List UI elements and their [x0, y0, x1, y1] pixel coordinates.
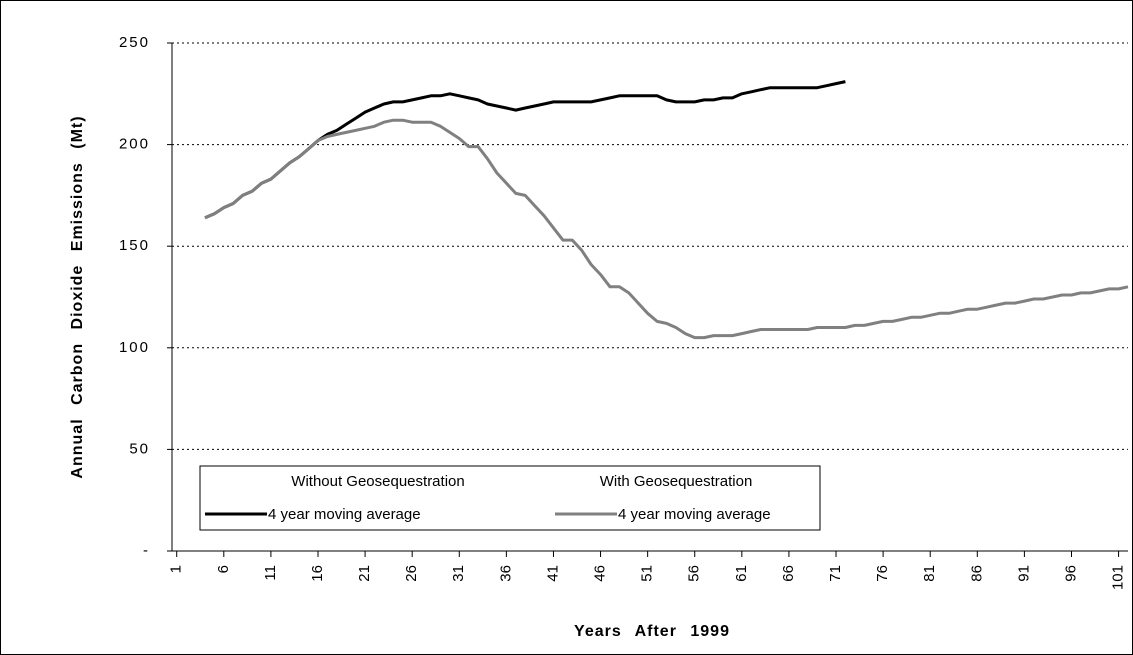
- x-tick-label: 96: [1062, 565, 1079, 582]
- x-tick-label: 51: [639, 565, 656, 582]
- x-tick-label: 21: [356, 565, 373, 582]
- y-axis-title: Annual Carbon Dioxide Emissions (Mt): [69, 115, 86, 478]
- x-tick-label: 11: [262, 565, 279, 581]
- x-tick-label: 31: [450, 565, 467, 582]
- y-tick-label: 150: [119, 237, 150, 254]
- y-tick-label: 250: [119, 34, 150, 51]
- legend-label: 4 year moving average: [268, 506, 421, 523]
- y-tick-label: -: [143, 542, 150, 559]
- x-tick-label: 41: [544, 565, 561, 582]
- legend-title: With Geosequestration: [600, 473, 753, 490]
- legend-label: 4 year moving average: [618, 506, 771, 523]
- y-tick-label: 100: [119, 339, 150, 356]
- x-tick-label: 46: [592, 565, 609, 582]
- x-tick-label: 66: [780, 565, 797, 582]
- x-tick-label: 81: [921, 565, 938, 582]
- x-tick-label: 16: [309, 565, 326, 582]
- x-tick-label: 86: [968, 565, 985, 582]
- x-tick-label: 101: [1110, 565, 1127, 590]
- x-tick-label: 71: [827, 565, 844, 582]
- x-tick-label: 61: [733, 565, 750, 582]
- x-tick-label: 76: [874, 565, 891, 582]
- x-tick-label: 56: [686, 565, 703, 582]
- x-tick-label: 1: [168, 565, 185, 573]
- x-tick-label: 26: [403, 565, 420, 582]
- legend-box: [199, 465, 821, 531]
- series-line: [204, 118, 1129, 340]
- x-axis-title: Years After 1999: [574, 623, 730, 640]
- x-tick-label: 91: [1015, 565, 1032, 582]
- y-tick-label: 200: [119, 136, 150, 153]
- x-tick-label: 6: [215, 565, 232, 573]
- legend-title: Without Geosequestration: [291, 473, 464, 490]
- y-tick-label: 50: [129, 440, 150, 457]
- x-tick-label: 36: [497, 565, 514, 582]
